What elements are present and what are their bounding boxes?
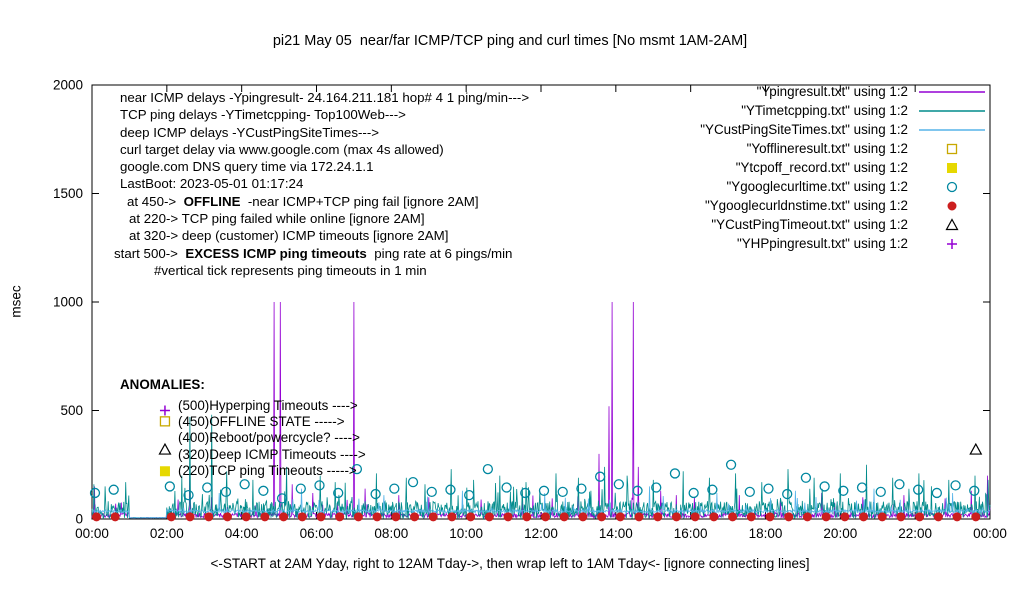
legend-line-sample — [912, 84, 992, 100]
annotations-block: near ICMP delays -Ypingresult- 24.164.21… — [114, 89, 530, 279]
annotation-line: deep ICMP delays -YCustPingSiteTimes---> — [120, 124, 380, 140]
anomalies-block: ANOMALIES: (500)Hyperping Timeouts ---->… — [120, 377, 366, 479]
x-tick-label: 20:00 — [823, 526, 857, 541]
legend: "Ypingresult.txt" using 1:2 "YTimetcpping… — [700, 82, 992, 253]
anomaly-line: (320)Deep ICMP Timeouts ----> — [178, 446, 366, 462]
series-YTimetcpping — [91, 414, 991, 521]
legend-label: "YTimetcpping.txt" using 1:2 — [741, 103, 908, 118]
legend-entry: "YTimetcpping.txt" using 1:2 — [700, 101, 992, 120]
y-tick-label: 1000 — [53, 295, 83, 310]
x-tick-label: 00:00 — [973, 526, 1007, 541]
x-tick-label: 10:00 — [449, 526, 483, 541]
x-axis-label: <-START at 2AM Yday, right to 12AM Tday-… — [210, 556, 810, 571]
anomaly-line: (400)Reboot/powercycle? ----> — [178, 430, 360, 446]
series-YCustPingTimeout — [158, 442, 983, 455]
x-tick-label: 12:00 — [524, 526, 558, 541]
x-tick-label: 18:00 — [749, 526, 783, 541]
legend-entry: "Yofflineresult.txt" using 1:2 — [700, 139, 992, 158]
legend-entry: "YCustPingTimeout.txt" using 1:2 — [700, 215, 992, 234]
legend-line-sample — [912, 122, 992, 138]
x-tick-label: 04:00 — [225, 526, 259, 541]
legend-label: "Yofflineresult.txt" using 1:2 — [746, 141, 908, 156]
anomalies-header: ANOMALIES: — [120, 377, 205, 392]
x-tick-label: 02:00 — [150, 526, 184, 541]
series-Ytcpoff_record — [159, 466, 170, 477]
anomaly-line: (450)OFFLINE STATE -----> — [178, 414, 345, 430]
legend-label: "YHPpingresult.txt" using 1:2 — [736, 236, 908, 251]
x-tick-label: 16:00 — [674, 526, 708, 541]
series-Yofflineresult — [159, 416, 171, 427]
legend-circle-open-icon — [912, 179, 992, 195]
series-Ygooglecurltime — [89, 459, 980, 504]
annotation-line: LastBoot: 2023-05-01 01:17:24 — [120, 176, 304, 192]
anomaly-line: (500)Hyperping Timeouts ----> — [178, 398, 358, 413]
legend-entry: "Ygooglecurldnstime.txt" using 1:2 — [700, 196, 992, 215]
legend-entry: "Ypingresult.txt" using 1:2 — [700, 82, 992, 101]
chart-title: pi21 May 05 near/far ICMP/TCP ping and c… — [272, 33, 748, 49]
legend-label: "Ygooglecurltime.txt" using 1:2 — [726, 179, 908, 194]
y-axis-label: msec — [8, 285, 24, 318]
annotation-line: TCP ping delays -YTimetcpping- Top100Web… — [120, 107, 406, 123]
x-tick-label: 06:00 — [300, 526, 334, 541]
series-Ypingresult — [91, 301, 991, 520]
annotation-line: at 220-> TCP ping failed while online [i… — [129, 211, 425, 227]
legend-label: "Ygooglecurldnstime.txt" using 1:2 — [704, 198, 908, 213]
annotation-line: at 320-> deep (customer) ICMP timeouts [… — [129, 228, 449, 244]
legend-label: "YCustPingTimeout.txt" using 1:2 — [711, 217, 908, 232]
anomaly-line: (220)TCP ping Timeouts -----> — [178, 462, 357, 478]
legend-label: "Ypingresult.txt" using 1:2 — [756, 84, 908, 99]
x-tick-label: 00:00 — [75, 526, 109, 541]
anomalies-list: (500)Hyperping Timeouts ----> (450)OFFLIN… — [178, 398, 366, 479]
legend-circle-filled-icon — [912, 198, 992, 214]
legend-entry: "Ytcpoff_record.txt" using 1:2 — [700, 158, 992, 177]
y-tick-label: 0 — [75, 512, 83, 527]
y-tick-label: 2000 — [53, 78, 83, 93]
y-tick-label: 1500 — [53, 186, 83, 201]
legend-line-sample — [912, 103, 992, 119]
legend-label: "YCustPingSiteTimes.txt" using 1:2 — [700, 122, 908, 137]
legend-label: "Ytcpoff_record.txt" using 1:2 — [735, 160, 908, 175]
legend-square-open-icon — [912, 141, 992, 157]
legend-entry: "Ygooglecurltime.txt" using 1:2 — [700, 177, 992, 196]
annotation-line: #vertical tick represents ping timeouts … — [154, 262, 427, 278]
legend-square-filled-icon — [912, 160, 992, 176]
x-tick-label: 08:00 — [374, 526, 408, 541]
annotation-line: at 450-> OFFLINE -near ICMP+TCP ping fai… — [127, 193, 479, 209]
annotation-line: google.com DNS query time via 172.24.1.1 — [120, 159, 374, 175]
y-tick-label: 500 — [60, 403, 83, 418]
annotation-line: start 500-> EXCESS ICMP ping timeouts pi… — [114, 245, 513, 261]
legend-plus-icon — [912, 236, 992, 252]
annotation-line: curl target delay via www.google.com (ma… — [120, 141, 444, 157]
legend-triangle-open-icon — [912, 217, 992, 233]
series-Ygooglecurldnstime — [91, 512, 981, 522]
legend-entry: "YHPpingresult.txt" using 1:2 — [700, 234, 992, 253]
x-tick-label: 22:00 — [898, 526, 932, 541]
series-YHPpingresult — [159, 405, 170, 416]
series-YCustPingSiteTimes — [91, 486, 991, 519]
annotation-line: near ICMP delays -Ypingresult- 24.164.21… — [120, 90, 530, 105]
x-tick-label: 14:00 — [599, 526, 633, 541]
legend-entry: "YCustPingSiteTimes.txt" using 1:2 — [700, 120, 992, 139]
